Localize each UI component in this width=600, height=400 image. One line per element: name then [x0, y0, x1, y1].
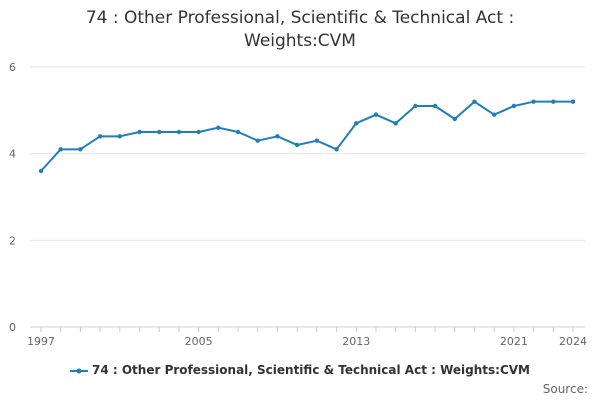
data-point[interactable]	[176, 129, 182, 135]
chart-title: 74 : Other Professional, Scientific & Te…	[0, 7, 600, 53]
chart-title-line-1: 74 : Other Professional, Scientific & Te…	[85, 8, 515, 28]
legend[interactable]: 74 : Other Professional, Scientific & Te…	[0, 363, 600, 377]
chart-title-line-2: Weights:CVM	[244, 31, 356, 51]
data-point[interactable]	[452, 116, 457, 122]
data-point[interactable]	[38, 168, 44, 174]
data-point[interactable]	[354, 121, 359, 126]
data-point[interactable]	[491, 112, 497, 117]
x-tick-label: 2024	[559, 335, 587, 348]
data-point[interactable]	[373, 112, 379, 117]
legend-label: 74 : Other Professional, Scientific & Te…	[92, 363, 530, 377]
series-layer	[38, 99, 576, 174]
data-point[interactable]	[216, 125, 221, 130]
data-point[interactable]	[294, 142, 300, 148]
data-point[interactable]	[334, 147, 339, 152]
data-point[interactable]	[157, 129, 162, 135]
data-point[interactable]	[137, 129, 142, 135]
data-point[interactable]	[551, 99, 556, 104]
x-tick-label: 1997	[27, 335, 55, 348]
x-tick-label: 2013	[342, 335, 370, 348]
y-tick-label: 2	[9, 234, 16, 247]
data-point[interactable]	[196, 129, 201, 135]
data-point[interactable]	[511, 103, 517, 109]
y-tick-label: 6	[9, 61, 16, 74]
y-tick-label: 4	[9, 148, 16, 161]
data-point[interactable]	[570, 99, 576, 104]
data-point[interactable]	[235, 129, 241, 135]
data-point[interactable]	[413, 103, 418, 109]
data-point[interactable]	[275, 134, 280, 139]
data-point[interactable]	[58, 147, 63, 152]
data-point[interactable]	[432, 103, 438, 109]
source-label: Source:	[542, 382, 588, 396]
data-point[interactable]	[393, 121, 398, 126]
grid-lines	[30, 66, 585, 241]
data-point[interactable]	[314, 138, 320, 143]
data-point[interactable]	[472, 99, 477, 104]
data-point[interactable]	[255, 138, 260, 143]
series-line	[40, 100, 573, 172]
x-tick-label: 2021	[500, 335, 528, 348]
y-axis-ticks: 0 2 4 6	[9, 61, 16, 334]
legend-swatch	[70, 368, 88, 373]
x-axis-ticks: 1997 2005 2013 2021 2024	[27, 327, 587, 348]
data-point[interactable]	[78, 147, 83, 152]
y-tick-label: 0	[9, 321, 16, 334]
data-point[interactable]	[97, 134, 103, 139]
data-point[interactable]	[117, 134, 123, 139]
data-point[interactable]	[531, 99, 536, 104]
x-tick-label: 2005	[185, 335, 213, 348]
